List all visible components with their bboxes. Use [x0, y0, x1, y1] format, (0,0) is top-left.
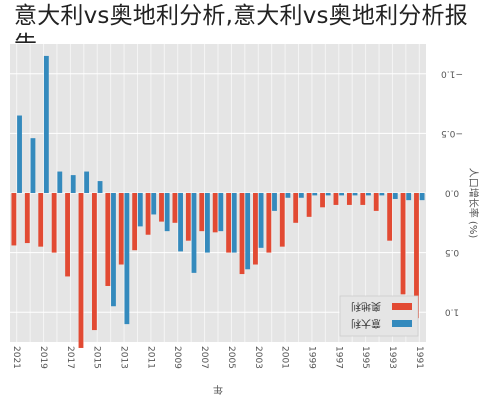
- y-tick-labels: −1.0 −0.5 0.0 0.5 1.0: [441, 68, 463, 316]
- bar-austria: [145, 193, 151, 235]
- bar-italy: [298, 193, 304, 198]
- y-axis-label: 人口增长率 (%): [467, 168, 480, 239]
- legend-swatch-italy: [392, 320, 412, 327]
- bar-austria: [226, 193, 232, 253]
- bar-austria: [105, 193, 111, 286]
- bar-austria: [212, 193, 218, 233]
- bar-austria: [239, 193, 245, 275]
- bar-italy: [84, 171, 90, 193]
- bar-italy: [272, 193, 277, 211]
- bar-italy: [352, 193, 358, 196]
- bar-italy: [164, 193, 170, 232]
- bar-austria: [65, 193, 70, 277]
- bar-austria: [38, 193, 44, 247]
- bar-italy: [43, 55, 49, 193]
- x-tick-label: 2001: [280, 346, 290, 369]
- bar-italy: [30, 138, 36, 193]
- x-tick-label: 2019: [38, 346, 48, 369]
- y-tick-label: 1.0: [445, 307, 460, 317]
- bar-italy: [285, 193, 291, 198]
- x-tick-label: 1993: [387, 346, 397, 369]
- x-tick-label: 1999: [306, 346, 316, 369]
- bar-italy: [151, 193, 157, 215]
- bar-austria: [172, 193, 178, 223]
- bar-italy: [245, 193, 251, 270]
- bar-italy: [178, 193, 183, 252]
- bar-italy: [419, 193, 425, 201]
- bar-austria: [346, 193, 352, 205]
- bar-italy: [70, 175, 76, 193]
- x-tick-label: 2009: [172, 346, 182, 369]
- legend-box: [339, 295, 419, 337]
- bar-italy: [325, 193, 331, 196]
- bar-italy: [218, 193, 224, 232]
- bar-italy: [204, 193, 210, 253]
- bar-italy: [97, 181, 103, 193]
- x-tick-label: 2011: [145, 346, 155, 369]
- bar-italy: [137, 193, 143, 227]
- y-tick-label: −0.5: [441, 128, 463, 138]
- bar-italy: [392, 193, 398, 199]
- bar-austria: [360, 193, 366, 205]
- bar-austria: [118, 193, 124, 265]
- legend-label-italy: 意大利: [351, 317, 381, 330]
- x-tick-label: 2017: [65, 346, 75, 369]
- legend-label-austria: 奥地利: [351, 300, 381, 313]
- bar-austria: [306, 193, 312, 217]
- bar-austria: [333, 193, 339, 205]
- bar-italy: [231, 193, 237, 253]
- y-tick-label: 0.5: [445, 247, 459, 257]
- x-tick-label: 2003: [253, 346, 263, 369]
- bar-italy: [258, 193, 264, 248]
- bar-austria: [387, 193, 393, 241]
- bar-austria: [293, 193, 299, 223]
- y-tick-label: −1.0: [441, 68, 463, 78]
- bar-austria: [414, 193, 419, 319]
- bar-austria: [320, 193, 325, 208]
- x-tick-label: 2007: [199, 346, 209, 369]
- bar-austria: [24, 193, 30, 244]
- x-tick-label: 2005: [226, 346, 236, 369]
- bar-italy: [111, 193, 116, 307]
- bar-italy: [406, 193, 412, 201]
- bar-italy: [17, 115, 22, 193]
- x-tick-label: 2015: [92, 346, 102, 369]
- bar-austria: [373, 193, 379, 211]
- x-tick-label: 1997: [333, 346, 343, 369]
- x-tick-label: 2021: [11, 346, 21, 369]
- bars: [11, 55, 425, 348]
- legend-swatch-austria: [392, 303, 412, 310]
- bar-austria: [11, 193, 17, 246]
- x-axis-label: 年: [213, 383, 223, 396]
- y-tick-label: 0.0: [445, 188, 460, 198]
- bar-italy: [191, 193, 197, 273]
- bar-austria: [400, 193, 406, 295]
- bar-italy: [339, 193, 345, 196]
- bar-austria: [132, 193, 138, 251]
- bar-austria: [199, 193, 205, 232]
- x-tick-label: 2013: [119, 346, 129, 369]
- bar-austria: [279, 193, 285, 247]
- bar-italy: [379, 193, 385, 196]
- bar-austria: [253, 193, 258, 265]
- bar-austria: [185, 193, 191, 241]
- bar-italy: [312, 193, 318, 196]
- bar-austria: [78, 193, 84, 348]
- bar-italy: [57, 171, 63, 193]
- bar-austria: [159, 193, 164, 222]
- x-tick-label: 1991: [414, 346, 424, 369]
- bar-italy: [366, 193, 371, 196]
- bar-austria: [91, 193, 97, 331]
- bar-austria: [51, 193, 57, 253]
- x-tick-label: 1995: [360, 346, 370, 369]
- x-tick-labels: 2021 2019 2017 2015 2013 2011 2009 2007 2005 2003…: [11, 346, 424, 369]
- bar-italy: [124, 193, 130, 325]
- bar-austria: [266, 193, 272, 253]
